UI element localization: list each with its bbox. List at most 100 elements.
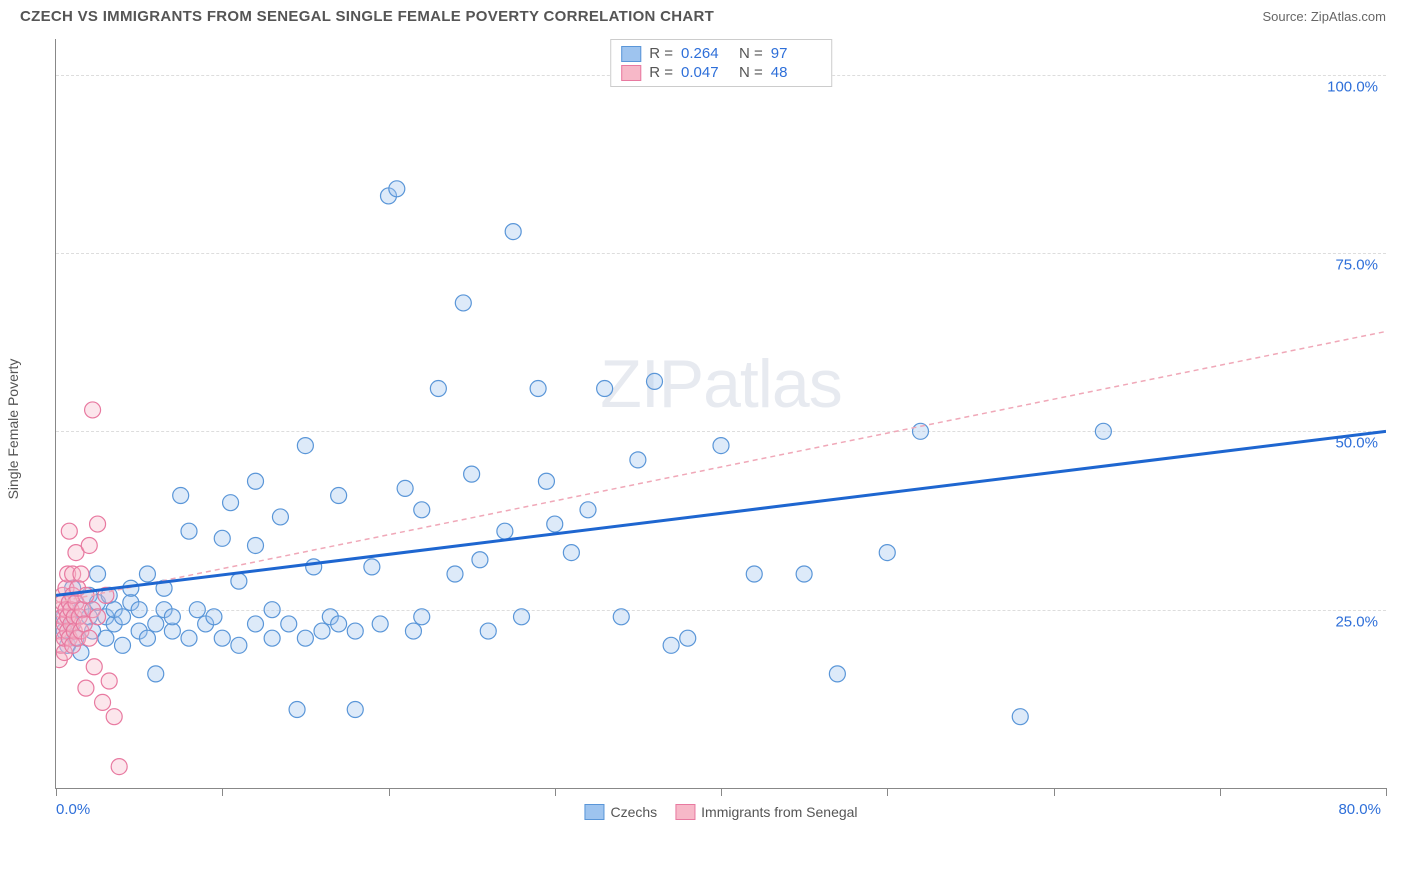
n-value-czechs: 97 (771, 45, 821, 62)
source-prefix: Source: (1262, 9, 1310, 24)
data-point (78, 680, 94, 696)
data-point (414, 609, 430, 625)
legend-label-senegal: Immigrants from Senegal (701, 804, 857, 820)
data-point (148, 666, 164, 682)
data-point (372, 616, 388, 632)
scatter-svg (56, 39, 1386, 788)
n-value-senegal: 48 (771, 64, 821, 81)
x-tick (555, 788, 556, 796)
data-point (95, 694, 111, 710)
r-value-senegal: 0.047 (681, 64, 731, 81)
data-point (173, 488, 189, 504)
data-point (164, 623, 180, 639)
data-point (389, 181, 405, 197)
data-point (90, 566, 106, 582)
swatch-senegal (621, 65, 641, 81)
data-point (214, 530, 230, 546)
correlation-legend: R = 0.264 N = 97 R = 0.047 N = 48 (610, 39, 832, 87)
data-point (139, 630, 155, 646)
data-point (663, 637, 679, 653)
data-point (231, 637, 247, 653)
data-point (289, 702, 305, 718)
data-point (81, 537, 97, 553)
x-tick (887, 788, 888, 796)
data-point (364, 559, 380, 575)
data-point (297, 438, 313, 454)
data-point (746, 566, 762, 582)
data-point (90, 516, 106, 532)
data-point (61, 523, 77, 539)
x-tick (1054, 788, 1055, 796)
swatch-czechs (621, 46, 641, 62)
x-tick (389, 788, 390, 796)
swatch-czechs-icon (584, 804, 604, 820)
data-point (73, 566, 89, 582)
data-point (563, 545, 579, 561)
x-tick (721, 788, 722, 796)
data-point (613, 609, 629, 625)
data-point (181, 630, 197, 646)
data-point (148, 616, 164, 632)
legend-label-czechs: Czechs (610, 804, 657, 820)
data-point (231, 573, 247, 589)
data-point (879, 545, 895, 561)
series-legend: Czechs Immigrants from Senegal (584, 804, 857, 820)
data-point (580, 502, 596, 518)
data-point (480, 623, 496, 639)
data-point (455, 295, 471, 311)
data-point (181, 523, 197, 539)
data-point (86, 659, 102, 675)
chart-container: Single Female Poverty R = 0.264 N = 97 R… (55, 29, 1386, 829)
data-point (397, 480, 413, 496)
data-point (514, 609, 530, 625)
data-point (538, 473, 554, 489)
data-point (248, 616, 264, 632)
data-point (214, 630, 230, 646)
data-point (248, 473, 264, 489)
legend-item-senegal: Immigrants from Senegal (675, 804, 857, 820)
x-tick (56, 788, 57, 796)
legend-row-czechs: R = 0.264 N = 97 (621, 44, 821, 63)
trend-line (56, 331, 1386, 602)
trend-line (56, 431, 1386, 595)
data-point (264, 630, 280, 646)
data-point (331, 488, 347, 504)
data-point (281, 616, 297, 632)
x-tick (1220, 788, 1221, 796)
data-point (206, 609, 222, 625)
data-point (829, 666, 845, 682)
data-point (464, 466, 480, 482)
legend-row-senegal: R = 0.047 N = 48 (621, 63, 821, 82)
n-label: N = (739, 45, 763, 62)
data-point (101, 673, 117, 689)
data-point (85, 402, 101, 418)
chart-title: CZECH VS IMMIGRANTS FROM SENEGAL SINGLE … (20, 8, 714, 25)
r-label: R = (649, 45, 673, 62)
data-point (796, 566, 812, 582)
data-point (189, 602, 205, 618)
source-attribution: Source: ZipAtlas.com (1262, 9, 1386, 24)
data-point (647, 373, 663, 389)
plot-area: R = 0.264 N = 97 R = 0.047 N = 48 ZIPatl… (55, 39, 1386, 789)
data-point (505, 224, 521, 240)
data-point (430, 381, 446, 397)
data-point (306, 559, 322, 575)
data-point (139, 566, 155, 582)
data-point (264, 602, 280, 618)
data-point (680, 630, 696, 646)
data-point (248, 537, 264, 553)
data-point (630, 452, 646, 468)
source-link[interactable]: ZipAtlas.com (1311, 9, 1386, 24)
data-point (331, 616, 347, 632)
data-point (347, 702, 363, 718)
data-point (314, 623, 330, 639)
data-point (1012, 709, 1028, 725)
data-point (472, 552, 488, 568)
data-point (106, 709, 122, 725)
data-point (347, 623, 363, 639)
data-point (405, 623, 421, 639)
data-point (90, 609, 106, 625)
data-point (272, 509, 288, 525)
n-label: N = (739, 64, 763, 81)
data-point (111, 759, 127, 775)
